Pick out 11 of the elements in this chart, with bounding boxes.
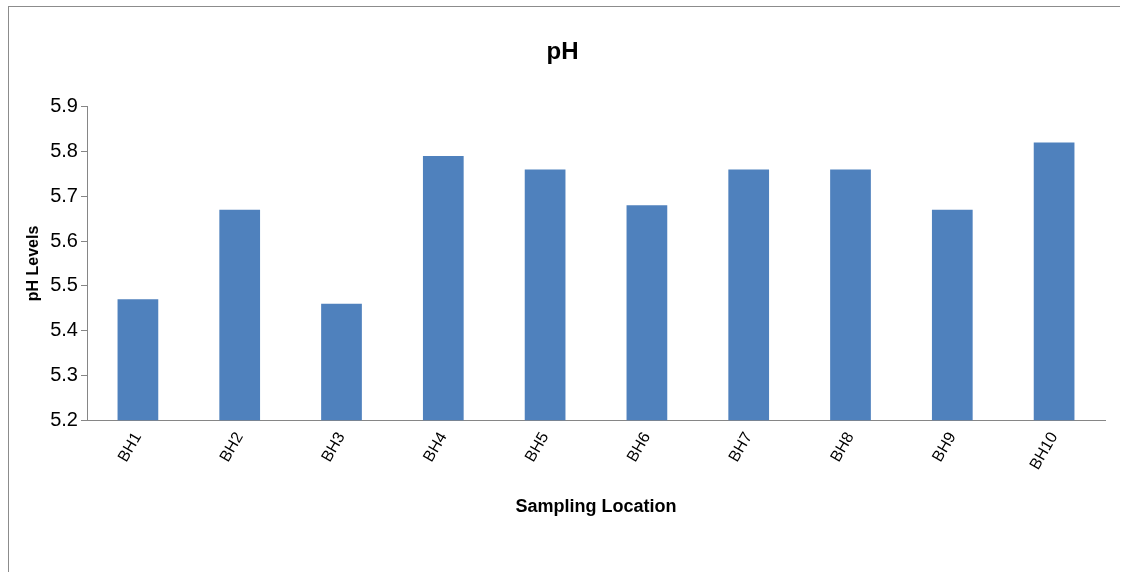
y-tick-label: 5.9 (50, 94, 78, 117)
y-tick-label: 5.6 (50, 228, 78, 251)
y-tick-label: 5.4 (50, 318, 78, 341)
x-axis-title: Sampling Location (515, 496, 677, 517)
y-axis-title: pH Levels (24, 225, 42, 302)
y-tick-label: 5.5 (50, 273, 78, 296)
y-tick-label: 5.2 (50, 407, 78, 430)
chart-title: pH (546, 37, 579, 65)
y-tick-label: 5.8 (50, 139, 78, 162)
y-tick-label: 5.7 (50, 183, 78, 206)
y-tick-label: 5.3 (50, 362, 78, 385)
